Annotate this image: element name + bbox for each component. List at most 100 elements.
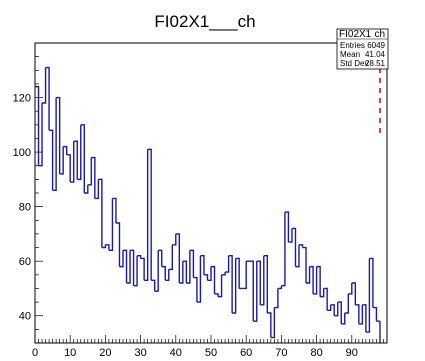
stats-mean-label: Mean — [340, 50, 360, 59]
histogram-bin — [182, 260, 188, 283]
histogram-bin — [52, 97, 57, 191]
stats-box-frame — [336, 28, 389, 70]
histogram-bin — [362, 304, 367, 333]
histogram-bin — [186, 250, 191, 284]
histogram-bin — [63, 145, 68, 155]
x-tick-label: 30 — [134, 347, 146, 359]
stats-stddev-label: Std Dev — [340, 59, 368, 68]
histogram-bin — [228, 255, 233, 313]
x-tick-label: 40 — [170, 347, 182, 359]
histogram-bin — [165, 269, 170, 281]
histogram-bin — [281, 212, 286, 287]
histogram-bin — [35, 85, 40, 166]
histogram-bin — [144, 149, 149, 281]
histogram-bin — [77, 124, 82, 181]
histogram-bin — [73, 140, 78, 180]
histogram-bin — [355, 304, 360, 324]
histogram-bin — [270, 307, 276, 339]
histogram-bin — [91, 156, 96, 199]
histogram-bin — [295, 244, 300, 268]
histogram-bin — [151, 279, 156, 292]
histogram-bin — [130, 249, 135, 286]
histogram-bin — [123, 249, 128, 283]
y-tick-label: 40 — [19, 311, 31, 323]
histogram-bin — [42, 67, 47, 104]
histogram-bin — [49, 129, 54, 191]
histogram-bin — [242, 261, 247, 290]
histogram-bin — [249, 260, 254, 322]
y-tick-label: 60 — [19, 256, 31, 268]
histogram-bin — [221, 272, 226, 276]
y-tick-label: 100 — [13, 147, 31, 159]
histogram-bin — [267, 312, 272, 338]
stats-box: FI02X1 ch Entries 6049 Mean 41.04 Std De… — [336, 28, 389, 70]
histogram-bin — [203, 274, 209, 281]
histogram-bin — [284, 211, 290, 243]
histogram-bin — [351, 282, 357, 305]
histogram-bin — [263, 255, 269, 313]
histogram-bin — [256, 260, 261, 305]
x-tick-label: 90 — [346, 347, 358, 359]
histogram-bin — [302, 246, 307, 283]
stats-stddev-value: 28.51 — [365, 59, 386, 68]
x-tick-label: 80 — [310, 347, 322, 359]
histogram-bin — [327, 304, 332, 311]
histogram-bin — [84, 184, 89, 194]
histogram-bin — [218, 274, 223, 298]
histogram-bin — [112, 197, 117, 223]
histogram-bin — [372, 306, 378, 322]
histogram-bin — [94, 179, 100, 200]
histogram-bin — [179, 261, 184, 284]
histogram-bin — [56, 96, 61, 174]
histogram-bin — [341, 313, 346, 325]
histogram-bin — [115, 222, 121, 267]
histogram-bin — [313, 266, 318, 295]
histogram-bin — [358, 304, 364, 325]
histogram-bin — [161, 265, 166, 281]
x-tick-label: 20 — [99, 347, 111, 359]
histogram-bin — [119, 250, 124, 268]
histogram-bin — [344, 293, 349, 314]
histogram-bin — [225, 255, 230, 273]
histogram-bin — [274, 288, 279, 309]
histogram-series — [35, 55, 381, 343]
histogram-bin — [291, 227, 297, 267]
histogram-bin — [260, 255, 265, 306]
histogram-bin — [105, 244, 110, 251]
histogram-bin — [140, 257, 145, 281]
histogram-bin — [126, 250, 131, 284]
chart-title: FI02X1___ch — [154, 12, 255, 31]
histogram-bin — [196, 255, 202, 303]
histogram-bin — [133, 255, 138, 287]
stats-box-name: FI02X1 — [339, 29, 372, 40]
histogram-bin — [98, 178, 103, 248]
histogram-bin — [108, 198, 114, 251]
histogram-bin — [154, 250, 159, 292]
histogram-bin — [235, 257, 240, 289]
stats-entries-value: 6049 — [367, 41, 385, 50]
histogram-bin — [70, 141, 75, 183]
histogram-bin — [299, 244, 304, 248]
histogram-bin — [320, 288, 325, 298]
histogram-bin — [334, 302, 339, 317]
x-tick-label: 10 — [64, 347, 76, 359]
histogram-bin — [200, 255, 205, 275]
y-tick-label: 80 — [19, 202, 31, 214]
histogram-bin — [66, 154, 71, 183]
histogram-bin — [193, 276, 198, 303]
x-axis: 0 10 20 30 40 50 60 70 80 90 — [32, 335, 388, 359]
histogram-bin — [87, 157, 93, 186]
histogram-bin — [137, 255, 142, 259]
histogram-bin — [59, 146, 64, 175]
histogram-bin — [45, 66, 50, 131]
histogram-bin — [80, 124, 85, 193]
histogram-bin — [323, 287, 328, 311]
histogram-bin — [168, 244, 173, 271]
histogram-bin — [175, 233, 181, 283]
x-tick-label: 60 — [240, 347, 252, 359]
stats-mean-value: 41.04 — [365, 50, 386, 59]
histogram-bin — [189, 249, 195, 278]
histogram-bin — [348, 283, 353, 295]
histogram-bin — [337, 301, 342, 324]
